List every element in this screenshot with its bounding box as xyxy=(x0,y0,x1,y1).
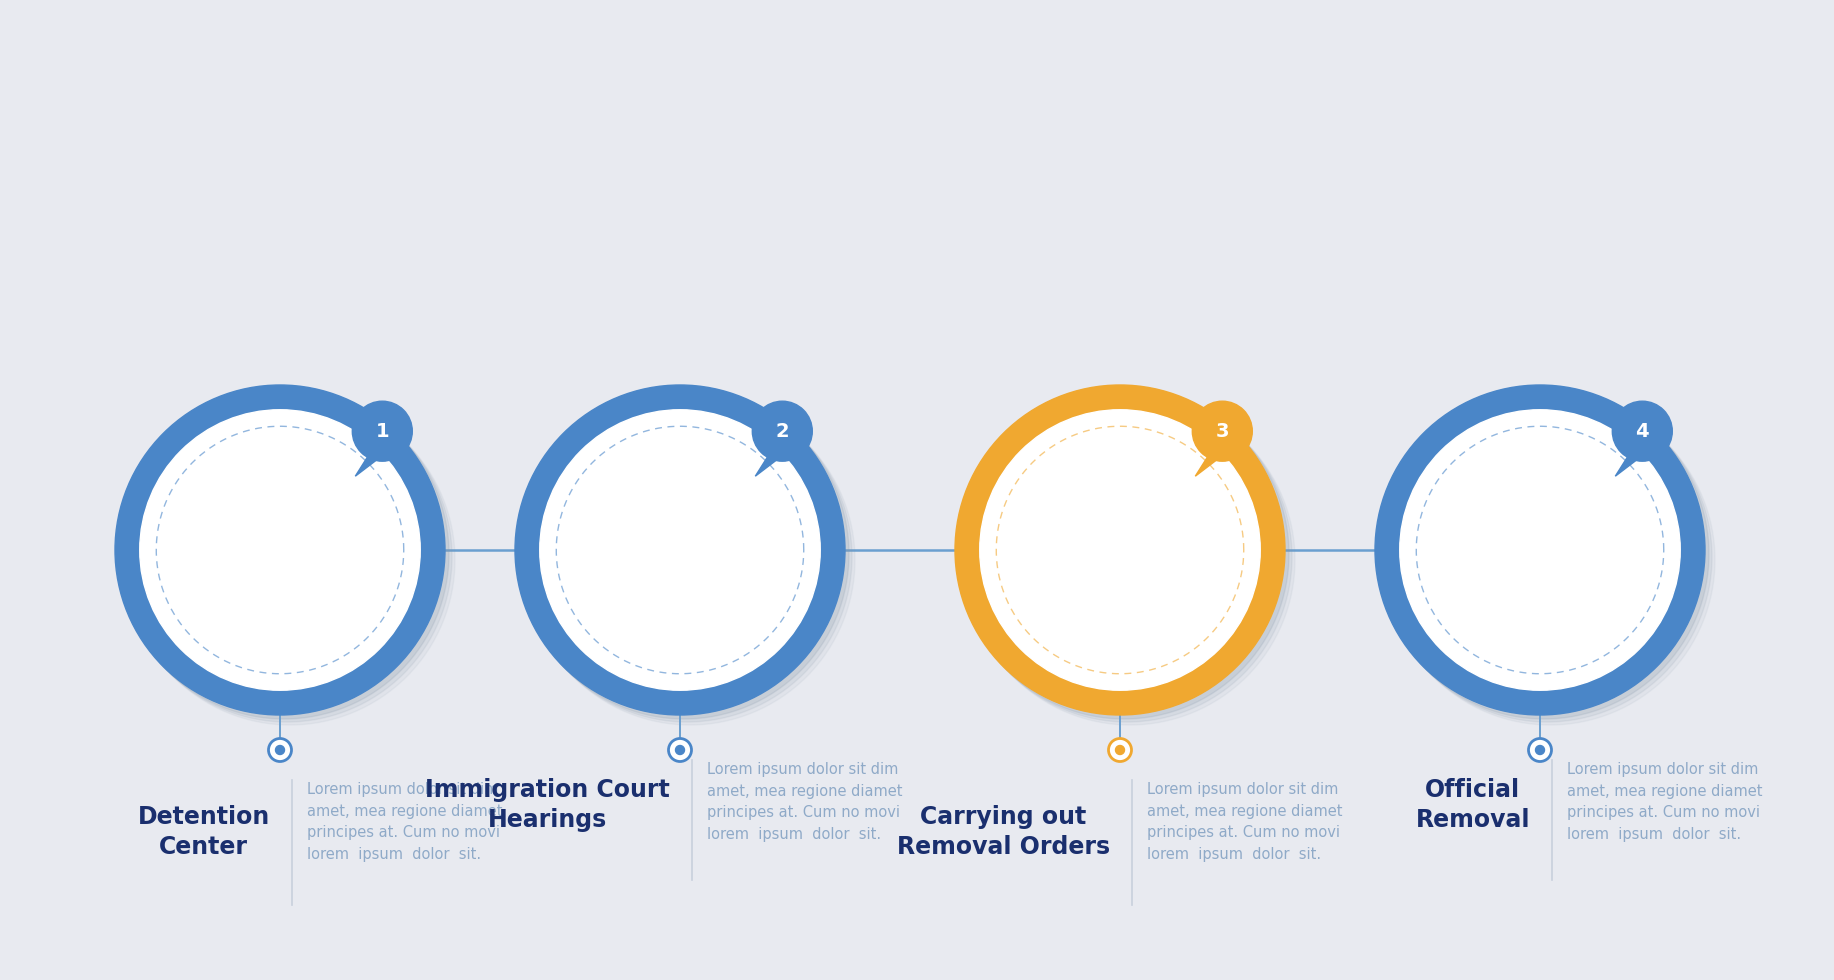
Circle shape xyxy=(1115,746,1124,755)
Circle shape xyxy=(523,392,853,722)
Circle shape xyxy=(965,395,1295,725)
Circle shape xyxy=(1612,401,1673,462)
Circle shape xyxy=(352,401,413,462)
Circle shape xyxy=(139,410,420,690)
Circle shape xyxy=(1399,410,1680,690)
Circle shape xyxy=(979,410,1260,690)
Text: 2: 2 xyxy=(776,421,789,441)
Circle shape xyxy=(1528,739,1552,761)
Circle shape xyxy=(275,746,284,755)
Text: Official
Removal: Official Removal xyxy=(1416,778,1530,832)
Circle shape xyxy=(539,410,820,690)
Circle shape xyxy=(123,392,451,722)
Text: Lorem ipsum dolor sit dim
amet, mea regione diamet
principes at. Cum no movi
lor: Lorem ipsum dolor sit dim amet, mea regi… xyxy=(306,782,503,861)
Circle shape xyxy=(1379,389,1709,719)
Circle shape xyxy=(956,385,1286,715)
Text: Detention
Center: Detention Center xyxy=(138,805,270,858)
Circle shape xyxy=(675,746,684,755)
Circle shape xyxy=(752,401,812,462)
Circle shape xyxy=(1385,395,1715,725)
Text: Lorem ipsum dolor sit dim
amet, mea regione diamet
principes at. Cum no movi
lor: Lorem ipsum dolor sit dim amet, mea regi… xyxy=(706,762,902,842)
Circle shape xyxy=(1535,746,1544,755)
Text: Immigration Court
Hearings: Immigration Court Hearings xyxy=(425,778,669,832)
Text: 3: 3 xyxy=(1216,421,1229,441)
Circle shape xyxy=(963,392,1291,722)
Circle shape xyxy=(125,395,455,725)
Circle shape xyxy=(119,389,449,719)
Polygon shape xyxy=(756,448,787,476)
Text: 4: 4 xyxy=(1636,421,1649,441)
Text: 1: 1 xyxy=(376,421,389,441)
Polygon shape xyxy=(356,448,387,476)
Circle shape xyxy=(116,385,446,715)
Polygon shape xyxy=(1616,448,1647,476)
Circle shape xyxy=(669,739,691,761)
Circle shape xyxy=(525,395,855,725)
Text: Carrying out
Removal Orders: Carrying out Removal Orders xyxy=(897,805,1110,858)
Polygon shape xyxy=(1196,448,1227,476)
Circle shape xyxy=(515,385,845,715)
Text: Lorem ipsum dolor sit dim
amet, mea regione diamet
principes at. Cum no movi
lor: Lorem ipsum dolor sit dim amet, mea regi… xyxy=(1146,782,1342,861)
Circle shape xyxy=(959,389,1289,719)
Circle shape xyxy=(268,739,292,761)
Circle shape xyxy=(1383,392,1711,722)
Circle shape xyxy=(1108,739,1132,761)
Circle shape xyxy=(1376,385,1706,715)
Text: Lorem ipsum dolor sit dim
amet, mea regione diamet
principes at. Cum no movi
lor: Lorem ipsum dolor sit dim amet, mea regi… xyxy=(1566,762,1762,842)
Circle shape xyxy=(519,389,849,719)
Circle shape xyxy=(1192,401,1253,462)
